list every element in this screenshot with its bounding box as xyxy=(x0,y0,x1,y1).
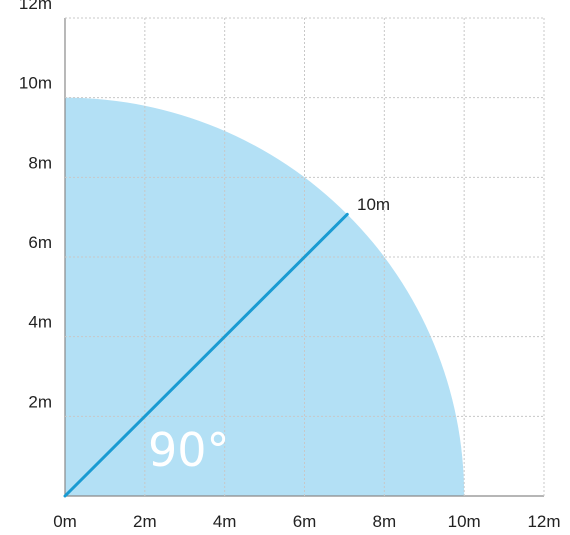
y-tick-label: 12m xyxy=(19,0,52,13)
x-tick-label: 8m xyxy=(373,512,397,531)
x-tick-label: 0m xyxy=(53,512,77,531)
angle-label: 90° xyxy=(148,423,230,477)
y-tick-label: 4m xyxy=(28,313,52,332)
x-axis-tick-labels: 0m 2m 4m 6m 8m 10m 12m xyxy=(53,512,560,531)
x-tick-label: 4m xyxy=(213,512,237,531)
y-tick-label: 10m xyxy=(19,74,52,93)
x-tick-label: 12m xyxy=(527,512,560,531)
y-tick-label: 8m xyxy=(28,153,52,172)
grid xyxy=(64,17,545,497)
y-tick-label: 6m xyxy=(28,233,52,252)
x-tick-label: 2m xyxy=(133,512,157,531)
radius-label: 10m xyxy=(357,195,390,214)
y-axis-tick-labels: 2m 4m 6m 8m 10m 12m xyxy=(19,0,52,411)
y-tick-label: 2m xyxy=(28,392,52,411)
x-tick-label: 6m xyxy=(293,512,317,531)
radius-line xyxy=(63,212,349,498)
x-tick-label: 10m xyxy=(448,512,481,531)
